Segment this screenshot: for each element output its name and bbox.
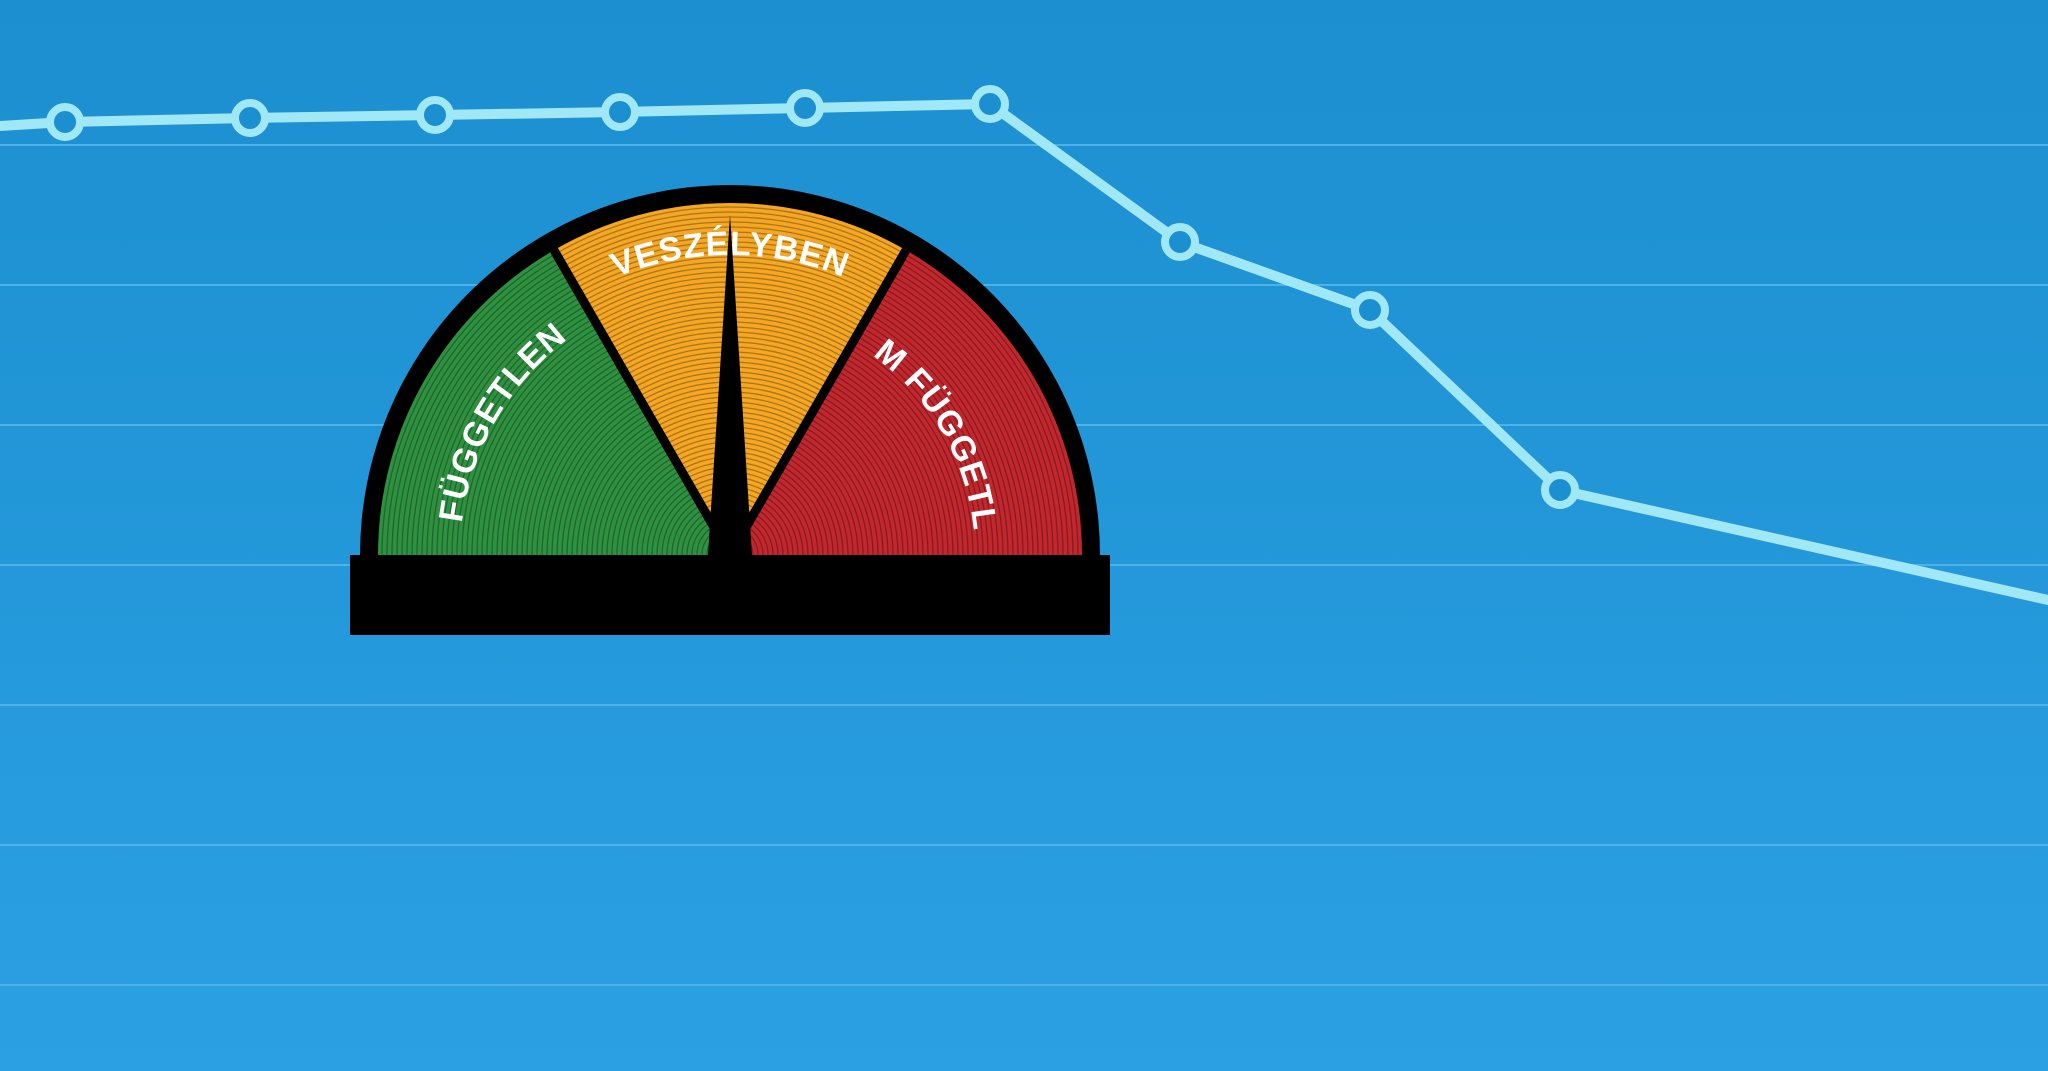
trend-marker xyxy=(605,97,635,127)
trend-marker xyxy=(1165,227,1195,257)
trend-marker xyxy=(420,100,450,130)
trend-marker xyxy=(1545,475,1575,505)
trend-marker xyxy=(235,103,265,133)
gauge-base xyxy=(350,555,1110,635)
trend-marker xyxy=(975,89,1005,119)
main-svg: FÜGGETLENVESZÉLYBENNEM FÜGGETLEN xyxy=(0,0,2048,1071)
infographic-canvas: FÜGGETLENVESZÉLYBENNEM FÜGGETLEN xyxy=(0,0,2048,1071)
trend-marker xyxy=(1355,295,1385,325)
trend-marker xyxy=(50,107,80,137)
trend-marker xyxy=(790,93,820,123)
